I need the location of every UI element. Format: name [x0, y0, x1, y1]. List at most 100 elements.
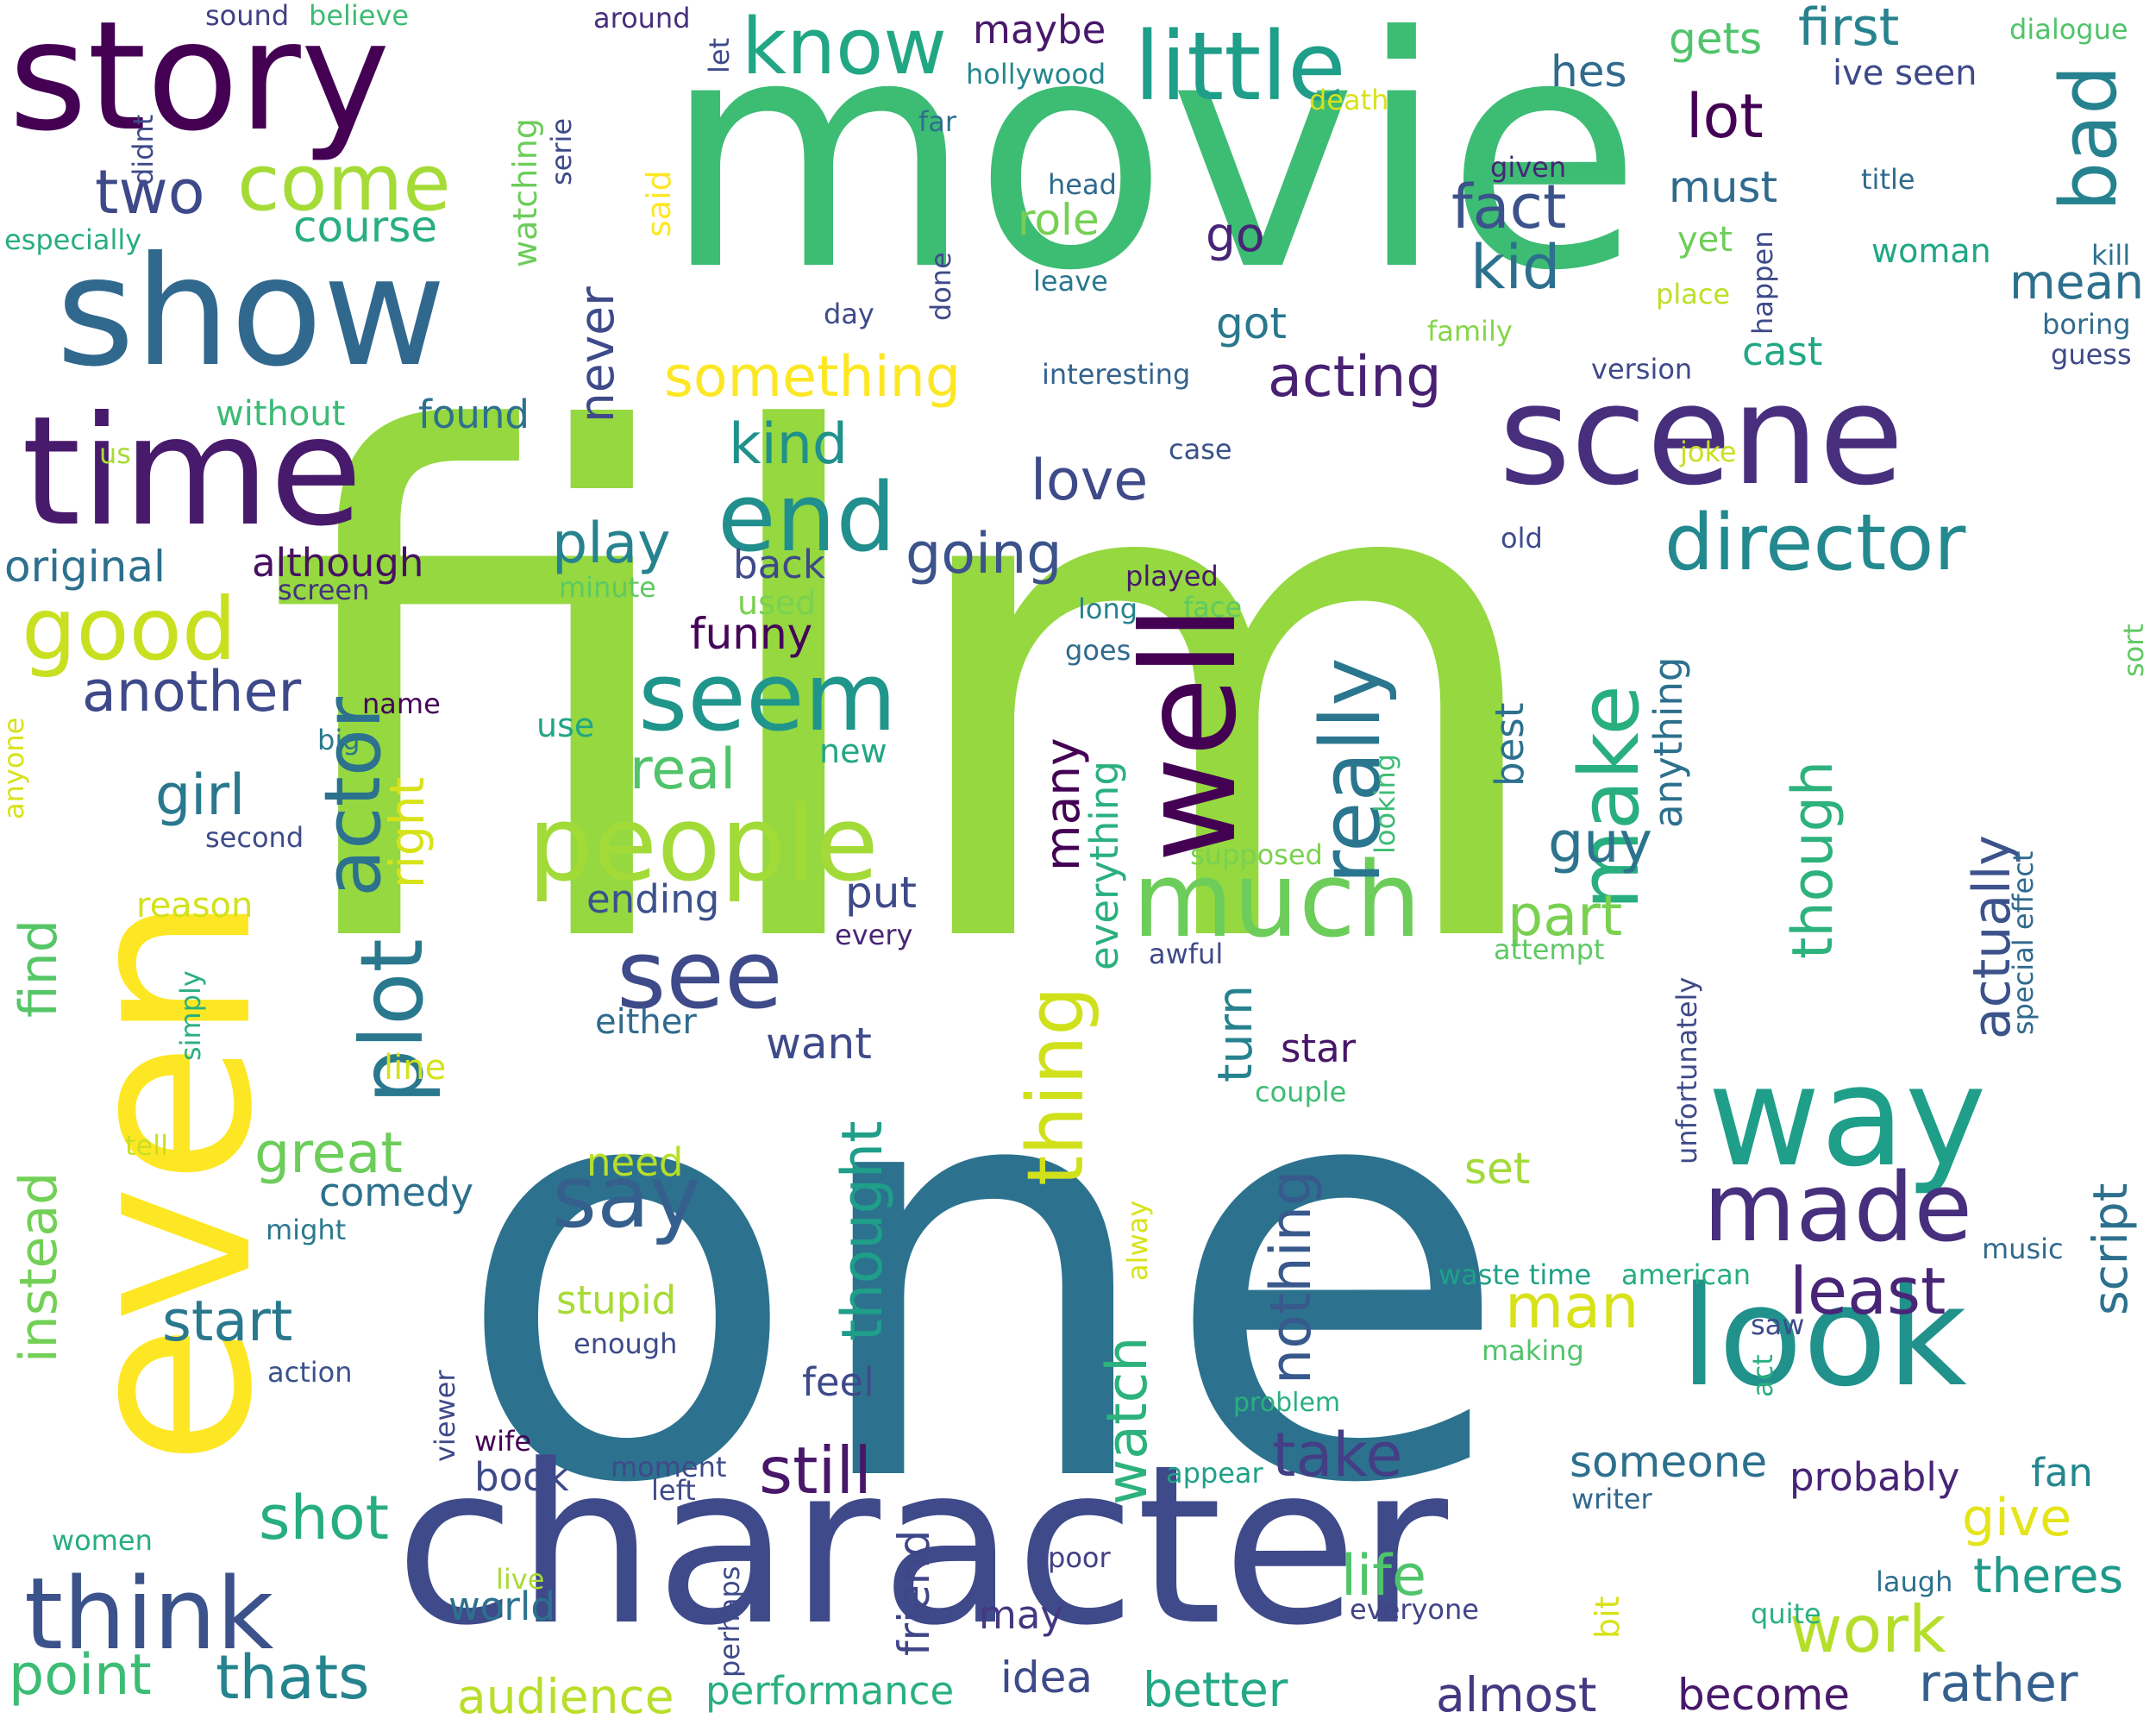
word-first: first: [1798, 0, 1900, 58]
word-girl: girl: [155, 763, 246, 828]
word-want: want: [766, 1019, 872, 1069]
word-play: play: [552, 511, 671, 576]
word-time: time: [22, 385, 363, 560]
word-old: old: [1501, 522, 1543, 555]
word-know: know: [742, 2, 947, 92]
word-feel: feel: [802, 1359, 874, 1405]
word-though: though: [1781, 760, 1846, 959]
word-look: look: [1680, 1256, 1967, 1417]
word-original: original: [4, 542, 166, 592]
word-guy: guy: [1548, 811, 1652, 875]
word-waste time: waste time: [1438, 1258, 1592, 1291]
word-everything: everything: [1081, 761, 1127, 970]
word-real: real: [630, 737, 736, 802]
word-two: two: [95, 157, 205, 228]
word-found: found: [418, 392, 530, 437]
word-part: part: [1507, 884, 1623, 949]
word-everyone: everyone: [1350, 1593, 1479, 1626]
word-little: little: [1134, 11, 1346, 122]
word-thats: thats: [216, 1642, 370, 1713]
word-leave: leave: [1033, 265, 1108, 298]
word-way: way: [1708, 1036, 1987, 1197]
word-made: made: [1703, 1152, 1973, 1263]
word-face: face: [1183, 591, 1243, 624]
word-dialogue: dialogue: [2009, 13, 2128, 46]
word-theres: theres: [1973, 1548, 2124, 1603]
word-watch: watch: [1095, 1336, 1160, 1505]
word-quite: quite: [1751, 1597, 1821, 1630]
word-kill: kill: [2091, 239, 2131, 272]
word-become: become: [1677, 1670, 1851, 1720]
word-family: family: [1427, 315, 1513, 348]
word-let: let: [703, 37, 736, 73]
word-either: either: [595, 1002, 697, 1042]
word-enough: enough: [573, 1327, 678, 1360]
word-ive seen: ive seen: [1833, 53, 1977, 93]
word-unfortunately: unfortunately: [1670, 976, 1703, 1164]
word-nothing: nothing: [1259, 1170, 1324, 1384]
word-need: need: [586, 1139, 684, 1185]
word-problem: problem: [1233, 1388, 1341, 1418]
word-funny: funny: [690, 609, 813, 659]
word-stupid: stupid: [556, 1277, 677, 1323]
word-show: show: [56, 225, 447, 400]
word-see: see: [617, 919, 783, 1030]
word-awful: awful: [1149, 938, 1224, 970]
word-place: place: [1656, 278, 1731, 310]
word-take: take: [1272, 1420, 1403, 1490]
word-alway: alway: [1121, 1200, 1154, 1281]
word-come: come: [237, 138, 451, 229]
word-lot: lot: [1686, 81, 1764, 152]
word-seem: seem: [638, 642, 897, 752]
word-new: new: [819, 732, 887, 770]
word-women: women: [52, 1524, 153, 1557]
word-well: well: [1115, 605, 1265, 862]
word-yet: yet: [1677, 220, 1733, 260]
word-love: love: [1031, 448, 1149, 513]
word-instead: instead: [9, 1171, 69, 1363]
word-cast: cast: [1742, 329, 1823, 374]
word-good: good: [22, 579, 237, 680]
word-viewer: viewer: [429, 1370, 461, 1462]
word-wife: wife: [474, 1425, 532, 1458]
word-long: long: [1078, 593, 1138, 625]
word-another: another: [82, 660, 302, 724]
word-serie: serie: [545, 117, 578, 185]
word-name: name: [362, 687, 441, 720]
word-people: people: [528, 785, 879, 905]
word-turn: turn: [1207, 985, 1263, 1082]
word-fact: fact: [1451, 172, 1567, 242]
word-version: version: [1591, 353, 1693, 386]
word-bit: bit: [1589, 1596, 1626, 1639]
word-maybe: maybe: [973, 7, 1106, 53]
word-must: must: [1669, 162, 1778, 212]
word-act: act: [1746, 1354, 1779, 1397]
word-although: although: [252, 540, 424, 586]
word-poor: poor: [1048, 1541, 1111, 1574]
word-put: put: [845, 868, 918, 918]
word-friend: friend: [889, 1529, 939, 1656]
word-one: one: [453, 944, 1513, 1608]
word-watching: watching: [506, 117, 544, 267]
word-going: going: [906, 522, 1062, 586]
word-kind: kind: [729, 412, 849, 477]
word-happen: happen: [1746, 230, 1779, 335]
word-screen: screen: [278, 574, 370, 606]
word-something: something: [664, 345, 962, 410]
word-without: without: [216, 394, 346, 434]
word-bad: bad: [2044, 65, 2134, 211]
word-script: script: [2083, 1182, 2138, 1315]
word-give: give: [1962, 1488, 2072, 1548]
word-go: go: [1206, 207, 1265, 262]
word-better: better: [1143, 1662, 1288, 1717]
word-director: director: [1664, 498, 1966, 588]
word-second: second: [205, 821, 304, 854]
word-big: big: [317, 724, 360, 756]
word-played: played: [1125, 560, 1219, 593]
word-fan: fan: [2031, 1450, 2093, 1496]
word-around: around: [593, 2, 691, 34]
word-almost: almost: [1436, 1667, 1597, 1722]
word-thought: thought: [830, 1120, 895, 1341]
word-title: title: [1861, 163, 1915, 196]
